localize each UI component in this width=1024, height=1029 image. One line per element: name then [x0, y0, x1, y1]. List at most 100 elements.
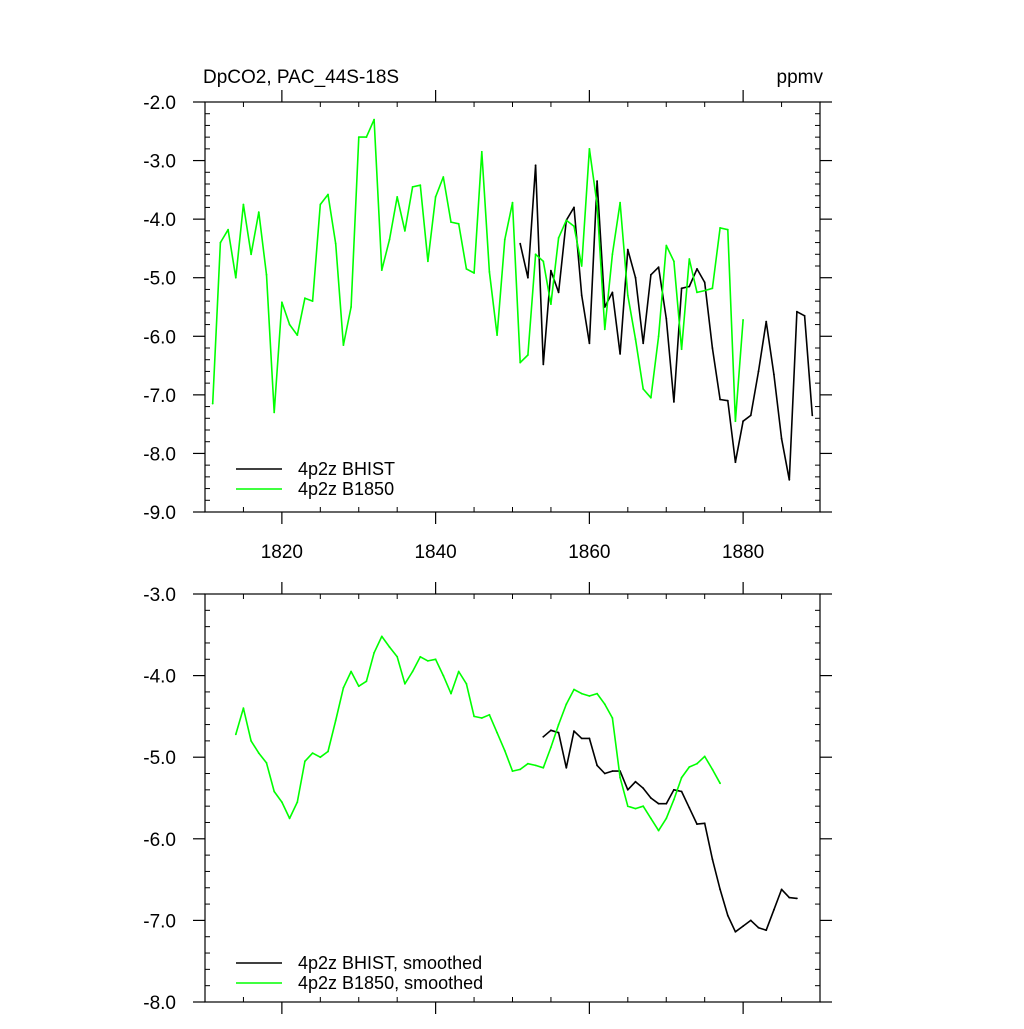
y-tick-label: -7.0	[143, 911, 176, 932]
data-point-bhist	[619, 353, 621, 355]
data-point-b1850	[388, 646, 391, 648]
y-tick-label: -8.0	[143, 993, 176, 1014]
data-point-b1850	[673, 798, 675, 801]
data-point-b1850	[726, 228, 729, 231]
y-tick-label: -4.0	[143, 667, 176, 688]
data-point-b1850	[473, 715, 475, 718]
data-point-b1850	[550, 303, 552, 305]
data-point-bhist	[657, 802, 660, 805]
data-point-bhist	[796, 897, 798, 900]
data-point-b1850	[334, 719, 337, 722]
data-point-b1850	[580, 692, 583, 695]
data-point-b1850	[427, 660, 429, 662]
data-point-b1850	[450, 692, 452, 695]
data-point-b1850	[434, 196, 437, 198]
data-point-bhist	[673, 401, 675, 403]
data-point-b1850	[411, 670, 414, 673]
data-point-bhist	[749, 919, 752, 922]
data-point-b1850	[603, 703, 606, 706]
data-point-b1850	[457, 222, 460, 225]
data-point-bhist	[626, 788, 629, 791]
series-line-bhist	[542, 729, 797, 933]
data-point-bhist	[703, 822, 706, 825]
data-point-b1850	[719, 227, 721, 229]
data-point-b1850	[496, 731, 498, 734]
data-point-b1850	[480, 717, 483, 719]
data-point-bhist	[596, 180, 598, 183]
data-point-b1850	[227, 228, 230, 231]
data-point-bhist	[634, 276, 637, 279]
data-point-b1850	[319, 756, 322, 759]
data-point-b1850	[650, 817, 652, 820]
data-point-b1850	[480, 150, 483, 153]
data-point-b1850	[688, 258, 691, 260]
data-point-bhist	[550, 729, 552, 732]
data-point-b1850	[465, 682, 468, 685]
data-point-b1850	[734, 420, 737, 423]
data-point-bhist	[788, 478, 791, 481]
data-point-bhist	[588, 342, 591, 345]
data-point-b1850	[703, 755, 706, 758]
data-point-b1850	[342, 686, 345, 689]
data-point-b1850	[365, 136, 368, 139]
data-point-b1850	[473, 272, 475, 274]
data-point-b1850	[296, 801, 299, 803]
y-tick-label: -9.0	[143, 503, 176, 524]
data-point-b1850	[273, 790, 276, 793]
data-point-b1850	[557, 723, 560, 726]
data-point-b1850	[265, 762, 268, 764]
data-point-b1850	[242, 203, 245, 206]
data-point-b1850	[234, 276, 237, 279]
units-label: ppmv	[777, 67, 824, 88]
data-point-b1850	[319, 203, 322, 206]
data-point-bhist	[603, 772, 606, 775]
data-point-b1850	[711, 768, 714, 771]
data-point-b1850	[296, 334, 299, 336]
data-point-b1850	[288, 817, 291, 820]
data-point-b1850	[350, 670, 352, 673]
data-point-b1850	[642, 388, 645, 390]
x-tick-label: 1860	[568, 542, 610, 563]
data-point-bhist	[780, 888, 783, 891]
data-point-bhist	[673, 788, 675, 791]
data-point-bhist	[688, 285, 691, 288]
data-point-b1850	[511, 201, 514, 204]
data-point-b1850	[327, 193, 329, 196]
data-point-bhist	[742, 420, 744, 423]
y-tick-label: -8.0	[143, 444, 176, 465]
data-point-bhist	[650, 797, 652, 799]
data-point-b1850	[457, 670, 460, 673]
x-tick-label: 1840	[414, 542, 456, 563]
series-line-bhist	[519, 164, 814, 481]
data-point-b1850	[565, 219, 568, 222]
data-point-b1850	[488, 271, 491, 273]
data-point-bhist	[811, 414, 814, 417]
y-tick-label: -5.0	[143, 269, 176, 290]
data-point-b1850	[550, 746, 552, 749]
data-point-b1850	[573, 225, 575, 228]
data-point-bhist	[550, 269, 552, 272]
data-point-b1850	[703, 289, 706, 292]
series-line-b1850	[235, 635, 721, 832]
data-point-b1850	[211, 402, 214, 405]
data-point-b1850	[542, 766, 545, 769]
data-point-b1850	[711, 287, 714, 290]
data-point-bhist	[596, 764, 598, 767]
data-point-b1850	[619, 201, 621, 204]
data-point-b1850	[603, 328, 606, 331]
data-point-b1850	[273, 411, 276, 414]
data-point-b1850	[281, 801, 283, 803]
data-point-b1850	[742, 319, 744, 321]
data-point-b1850	[411, 186, 414, 188]
data-point-b1850	[650, 396, 652, 399]
y-tick-label: -3.0	[143, 152, 176, 173]
data-point-b1850	[488, 713, 491, 716]
data-point-bhist	[657, 266, 660, 269]
data-point-bhist	[773, 373, 775, 376]
data-point-bhist	[803, 314, 806, 317]
data-point-bhist	[734, 461, 737, 464]
data-point-b1850	[673, 260, 675, 263]
data-point-b1850	[288, 323, 291, 326]
